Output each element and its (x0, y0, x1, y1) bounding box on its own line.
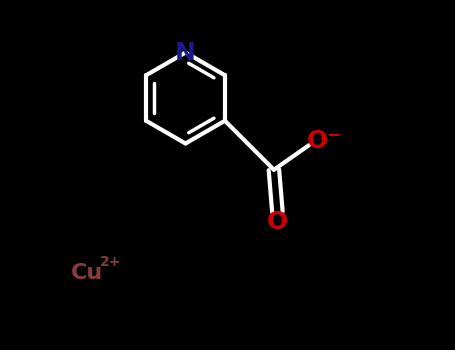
Text: O: O (307, 129, 328, 153)
Text: Cu: Cu (71, 263, 104, 283)
Text: O: O (267, 210, 288, 234)
Text: 2+: 2+ (100, 256, 121, 270)
Text: N: N (175, 41, 196, 64)
Text: −: − (326, 125, 339, 143)
